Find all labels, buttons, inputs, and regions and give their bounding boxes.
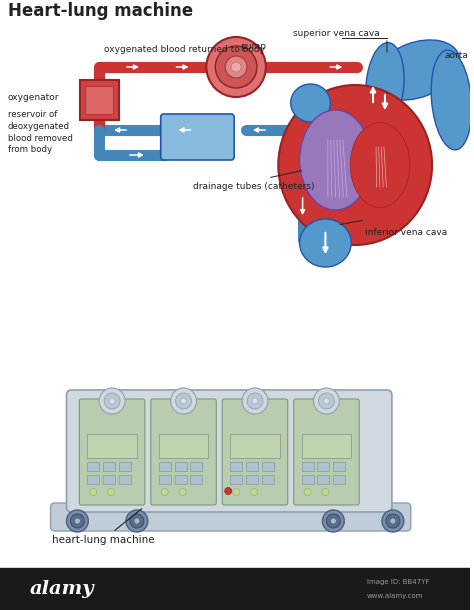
Circle shape — [71, 514, 84, 528]
Circle shape — [90, 489, 97, 495]
FancyBboxPatch shape — [66, 390, 392, 512]
Bar — [301, 462, 313, 471]
Bar — [301, 434, 351, 458]
Text: drainage tubes (catheters): drainage tubes (catheters) — [193, 182, 315, 191]
Circle shape — [242, 388, 268, 414]
Bar — [0, 568, 470, 610]
Ellipse shape — [374, 40, 460, 100]
Bar — [301, 475, 313, 484]
Ellipse shape — [300, 219, 351, 267]
Circle shape — [161, 489, 168, 495]
Bar — [230, 434, 280, 458]
Circle shape — [390, 518, 396, 524]
Circle shape — [175, 393, 191, 409]
Circle shape — [179, 489, 186, 495]
Text: oxygenator: oxygenator — [8, 93, 59, 102]
Circle shape — [382, 510, 404, 532]
FancyBboxPatch shape — [222, 399, 288, 505]
Circle shape — [225, 487, 232, 495]
Text: inferior vena cava: inferior vena cava — [365, 228, 447, 237]
Circle shape — [74, 518, 81, 524]
Circle shape — [304, 489, 311, 495]
Bar — [87, 434, 137, 458]
Bar — [262, 462, 274, 471]
Bar — [333, 475, 345, 484]
Circle shape — [206, 37, 266, 97]
FancyBboxPatch shape — [151, 399, 216, 505]
Bar — [333, 462, 345, 471]
Bar — [119, 475, 131, 484]
Circle shape — [181, 398, 187, 404]
Text: pump: pump — [240, 42, 266, 51]
Text: oxygenated blood returned to body: oxygenated blood returned to body — [104, 45, 265, 54]
Text: Image ID: BB47YF: Image ID: BB47YF — [367, 579, 429, 585]
FancyBboxPatch shape — [294, 399, 359, 505]
Bar — [103, 475, 115, 484]
Bar — [230, 462, 242, 471]
Circle shape — [247, 393, 263, 409]
Circle shape — [386, 514, 400, 528]
Bar — [191, 475, 202, 484]
FancyBboxPatch shape — [51, 503, 411, 531]
Ellipse shape — [278, 85, 432, 245]
Ellipse shape — [366, 43, 404, 127]
Circle shape — [171, 388, 196, 414]
Bar — [318, 462, 329, 471]
Ellipse shape — [291, 84, 330, 122]
Circle shape — [126, 510, 148, 532]
Text: www.alamy.com: www.alamy.com — [367, 593, 423, 599]
FancyBboxPatch shape — [79, 399, 145, 505]
Circle shape — [327, 514, 340, 528]
Bar — [174, 462, 187, 471]
Bar — [262, 475, 274, 484]
Bar — [119, 462, 131, 471]
Ellipse shape — [300, 110, 371, 210]
FancyBboxPatch shape — [161, 114, 234, 160]
Circle shape — [130, 514, 144, 528]
Circle shape — [322, 510, 344, 532]
Circle shape — [104, 393, 120, 409]
Circle shape — [66, 510, 88, 532]
Circle shape — [251, 489, 257, 495]
Text: reservoir of
deoxygenated
blood removed
from body: reservoir of deoxygenated blood removed … — [8, 110, 73, 154]
Circle shape — [319, 393, 334, 409]
Circle shape — [323, 398, 329, 404]
Bar — [246, 462, 258, 471]
Bar — [87, 462, 99, 471]
Text: superior vena cava: superior vena cava — [292, 29, 379, 38]
Bar — [318, 475, 329, 484]
Circle shape — [108, 489, 115, 495]
Bar — [246, 475, 258, 484]
Bar — [230, 475, 242, 484]
Circle shape — [225, 56, 247, 78]
Circle shape — [313, 388, 339, 414]
Circle shape — [231, 62, 241, 72]
Text: aorta: aorta — [445, 51, 468, 60]
Circle shape — [233, 489, 239, 495]
Bar — [191, 462, 202, 471]
Circle shape — [322, 489, 329, 495]
Ellipse shape — [350, 123, 410, 207]
Circle shape — [109, 398, 115, 404]
Circle shape — [252, 398, 258, 404]
Bar — [174, 475, 187, 484]
Circle shape — [134, 518, 140, 524]
Circle shape — [99, 388, 125, 414]
Text: Heart-lung machine: Heart-lung machine — [8, 2, 193, 20]
Text: alamy: alamy — [30, 580, 94, 598]
Bar — [87, 475, 99, 484]
Bar — [103, 462, 115, 471]
Circle shape — [330, 518, 337, 524]
Ellipse shape — [431, 50, 472, 150]
Bar — [159, 475, 171, 484]
Bar — [159, 434, 209, 458]
Bar — [159, 462, 171, 471]
Text: heart-lung machine: heart-lung machine — [52, 509, 154, 545]
Circle shape — [215, 46, 257, 88]
